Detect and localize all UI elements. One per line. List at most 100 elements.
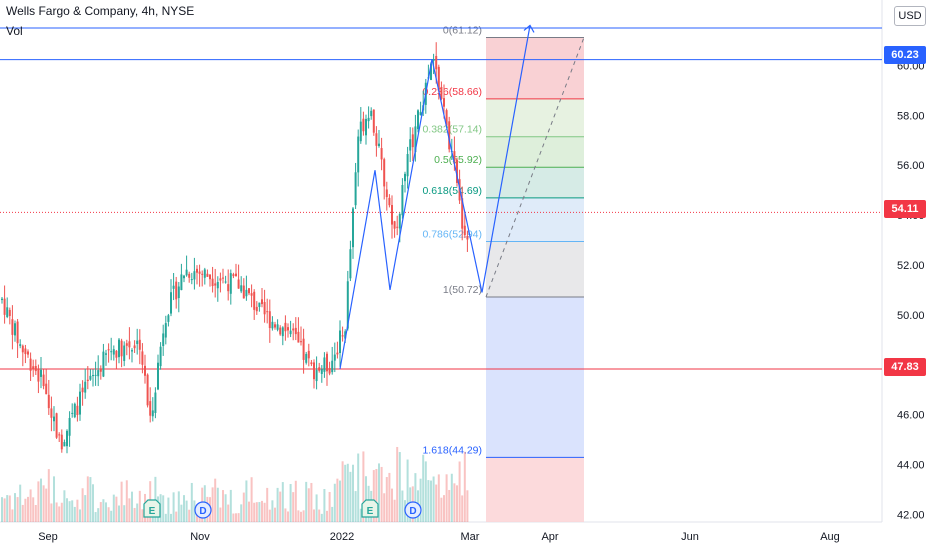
volume-bar: [94, 512, 97, 522]
candle-body: [255, 306, 258, 312]
volume-bar: [284, 508, 287, 522]
volume-bar: [79, 509, 81, 522]
volume-bar: [138, 490, 141, 522]
arrow-head: [523, 24, 535, 33]
volume-bar: [383, 493, 386, 522]
volume-bar: [453, 483, 456, 522]
volume-bar: [378, 463, 380, 522]
candle-body: [37, 368, 40, 382]
volume-bar: [456, 485, 458, 522]
candle-body: [115, 350, 118, 358]
candle-body: [99, 368, 102, 372]
candle-body: [437, 66, 440, 91]
fib-level-label: 0.382(57.14): [422, 124, 482, 136]
candle-body: [146, 374, 149, 406]
candle-body: [440, 86, 443, 99]
volume-bar: [458, 461, 461, 522]
volume-bar: [328, 491, 331, 522]
price-badge-47-83: 47.83: [884, 358, 926, 376]
volume-bar: [393, 499, 396, 522]
candle-body: [367, 117, 370, 122]
volume-bar: [461, 495, 464, 522]
volume-bar: [388, 472, 391, 522]
candle-body: [287, 327, 289, 331]
volume-bar: [352, 464, 354, 522]
volume-bar: [323, 489, 326, 522]
volume-bar: [430, 480, 432, 522]
candle-body: [45, 383, 48, 395]
volume-bar: [1, 497, 3, 522]
candle-body: [328, 368, 331, 374]
candle-body: [198, 271, 201, 274]
price-badge-60-23: 60.23: [884, 46, 926, 64]
volume-bar: [219, 507, 222, 522]
candle-body: [47, 394, 50, 409]
volume-bar: [406, 459, 409, 522]
fib-zone: [486, 457, 584, 522]
volume-bar: [271, 500, 274, 522]
earnings-marker: E: [361, 499, 379, 518]
volume-bar: [331, 506, 334, 522]
candle-body: [11, 319, 14, 335]
volume-bar: [333, 483, 336, 522]
fib-trend-dashed-line: [485, 37, 585, 298]
volume-bar: [172, 492, 175, 522]
volume-bar: [118, 505, 120, 522]
volume-bar: [3, 498, 6, 522]
candle-body: [102, 351, 105, 377]
volume-bar: [8, 495, 11, 522]
currency-button[interactable]: USD: [894, 6, 926, 26]
candle-body: [401, 184, 404, 216]
candle-body: [128, 341, 131, 348]
candle-body: [341, 335, 344, 337]
candle-body: [430, 63, 432, 80]
volume-bar: [391, 488, 393, 522]
volume-bar: [302, 510, 305, 522]
candle-body: [196, 268, 198, 273]
candle-body: [159, 346, 162, 367]
fib-level-label: 0.236(58.66): [422, 86, 482, 98]
volume-bar: [76, 499, 79, 522]
candle-body: [222, 277, 224, 279]
volume-bar: [68, 501, 71, 522]
candle-body: [271, 321, 274, 329]
candle-body: [443, 98, 445, 107]
volume-bar: [248, 501, 250, 522]
candle-body: [125, 343, 128, 346]
candle-body: [79, 391, 81, 415]
volume-bar: [136, 503, 139, 522]
volume-bar: [112, 494, 115, 522]
candle-body: [461, 198, 464, 229]
volume-bar: [84, 495, 87, 522]
candle-body: [219, 278, 222, 281]
volume-bar: [349, 471, 352, 522]
candle-body: [6, 307, 9, 317]
candle-body: [73, 403, 76, 418]
candle-body: [14, 323, 16, 336]
volume-bar: [125, 480, 128, 522]
volume-bar: [375, 469, 378, 522]
volume-bar: [97, 508, 100, 522]
candle-body: [417, 110, 419, 130]
candle-body: [188, 273, 191, 278]
price-badge-54-11: 54.11: [884, 200, 926, 218]
candle-body: [284, 322, 287, 332]
volume-bar: [359, 508, 362, 522]
volume-bar: [240, 504, 243, 522]
candle-body: [216, 281, 219, 289]
volume-bar: [131, 491, 133, 522]
candle-body: [16, 321, 19, 344]
volume-bar: [55, 502, 58, 522]
candle-body: [149, 401, 152, 416]
volume-bar: [263, 502, 266, 522]
volume-bar: [289, 484, 292, 522]
event-marker-label: D: [409, 506, 416, 517]
volume-bar: [107, 507, 110, 522]
volume-bar: [344, 464, 347, 522]
volume-bar: [274, 507, 276, 522]
candle-body: [344, 331, 347, 339]
candle-body: [276, 324, 279, 330]
volume-bar: [58, 506, 61, 522]
candle-body: [177, 286, 180, 299]
